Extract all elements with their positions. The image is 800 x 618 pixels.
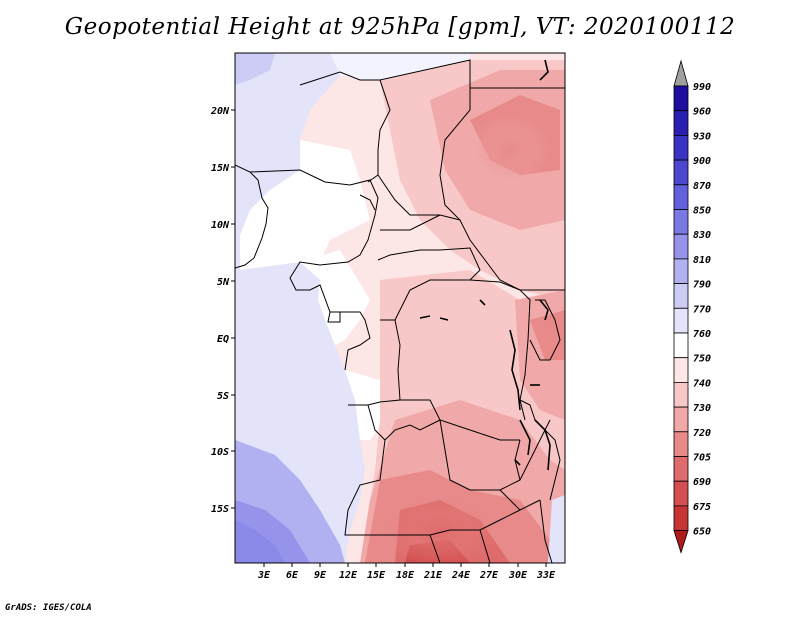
colorbar-swatch — [673, 134, 689, 161]
lon-label: 30E — [508, 570, 528, 581]
colorbar-swatch — [673, 505, 689, 531]
lon-label: 27E — [479, 570, 499, 581]
colorbar-level-label: 960 — [693, 107, 711, 118]
lat-label: 5S — [217, 391, 229, 402]
lat-label: 10S — [211, 447, 229, 458]
colorbar-level-label: 730 — [693, 403, 711, 414]
map-title: Geopotential Height at 925hPa [gpm], VT:… — [64, 14, 736, 40]
colorbar-swatch — [673, 209, 689, 235]
colorbar-swatch — [673, 332, 689, 359]
colorbar-level-label: 690 — [693, 477, 711, 488]
colorbar-level-label: 770 — [693, 304, 711, 315]
grads-credit: GrADS: IGES/COLA — [5, 603, 92, 613]
colorbar-level-label: 930 — [693, 131, 711, 142]
colorbar-level-label: 990 — [693, 82, 711, 93]
colorbar-swatch — [673, 110, 689, 136]
lon-label: 21E — [423, 570, 443, 581]
colorbar-swatch — [673, 85, 689, 112]
colorbar-swatch — [673, 283, 689, 309]
colorbar-level-label: 830 — [693, 230, 711, 241]
colorbar-top-arrow — [673, 59, 689, 87]
colorbar-swatch — [673, 381, 689, 408]
colorbar-level-label: 675 — [693, 502, 711, 513]
colorbar-level-label: 705 — [693, 453, 711, 464]
colorbar: 990 960 930 900 870 850 830 810 790 770 760 750 740 7… — [673, 59, 711, 554]
colorbar-swatch — [673, 307, 689, 334]
height-field — [235, 53, 565, 563]
colorbar-swatch — [673, 159, 689, 186]
lon-label: 6E — [286, 570, 299, 581]
country-borders — [235, 59, 565, 563]
lat-labels: 20N 15N 10N 5N EQ 5S 10S 15S — [210, 106, 230, 515]
colorbar-swatch — [673, 456, 689, 482]
lat-axis — [231, 109, 235, 509]
lon-label: 3E — [257, 570, 271, 581]
lon-label: 9E — [314, 570, 327, 581]
colorbar-level-label: 740 — [693, 378, 711, 389]
colorbar-level-label: 900 — [693, 156, 711, 167]
lat-label: 15S — [211, 504, 229, 515]
lat-label: 10N — [211, 220, 230, 231]
colorbar-swatch — [673, 431, 689, 457]
lat-label: 15N — [211, 163, 230, 174]
lon-label: 12E — [339, 570, 358, 581]
colorbar-swatch — [673, 258, 689, 284]
lakes — [419, 59, 551, 471]
colorbar-bottom-arrow — [673, 530, 689, 554]
lat-label: 20N — [210, 106, 230, 117]
colorbar-level-label: 850 — [693, 206, 711, 217]
lon-label: 18E — [396, 570, 415, 581]
colorbar-swatch — [673, 184, 689, 210]
colorbar-level-label: 650 — [693, 527, 711, 538]
lon-label: 15E — [367, 570, 386, 581]
colorbar-level-label: 870 — [693, 181, 711, 192]
colorbar-level-label: 750 — [693, 354, 711, 365]
lon-label: 33E — [536, 570, 556, 581]
colorbar-swatch — [673, 233, 689, 260]
colorbar-level-label: 720 — [693, 428, 711, 439]
colorbar-swatch — [673, 406, 689, 433]
colorbar-level-label: 790 — [693, 280, 711, 291]
lat-label: 5N — [217, 277, 230, 288]
colorbar-swatch — [673, 357, 689, 383]
map-frame — [234, 52, 566, 564]
colorbar-level-label: 810 — [693, 255, 711, 266]
lon-axis — [263, 563, 547, 567]
lon-label: 24E — [451, 570, 471, 581]
colorbar-swatch — [673, 480, 689, 507]
lon-labels: 3E 6E 9E 12E 15E 18E 21E 24E 27E 30E 33E — [257, 570, 556, 581]
lat-label: EQ — [217, 334, 229, 345]
colorbar-level-label: 760 — [693, 329, 711, 340]
